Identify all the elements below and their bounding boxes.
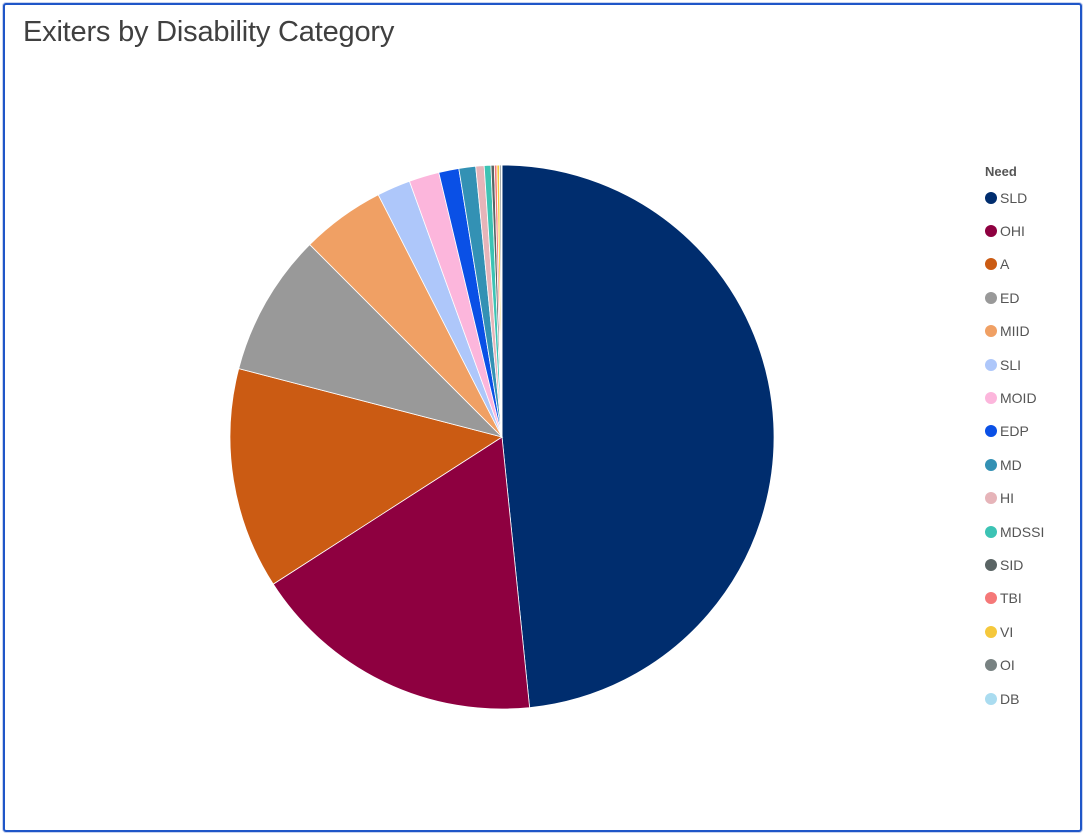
legend-label: EDP [1000, 423, 1029, 440]
pie-slice-a[interactable] [229, 368, 503, 585]
legend-item-vi[interactable]: VI [985, 615, 1044, 648]
legend-label: SID [1000, 556, 1024, 573]
legend-label: MIID [1000, 323, 1030, 340]
legend-item-ohi[interactable]: OHI [985, 214, 1044, 247]
legend-item-tbi[interactable]: TBI [985, 582, 1044, 615]
legend-label: OI [1000, 657, 1015, 674]
pie-slice-ed[interactable] [238, 244, 504, 438]
legend-item-ed[interactable]: ED [985, 281, 1044, 314]
legend-swatch [985, 525, 997, 538]
legend-swatch [985, 425, 997, 438]
pie-chart [229, 164, 775, 710]
legend-label: ED [1000, 289, 1020, 306]
legend-item-a[interactable]: A [985, 248, 1044, 281]
legend-item-md[interactable]: MD [985, 448, 1044, 481]
legend-item-oi[interactable]: OI [985, 648, 1044, 681]
legend-item-edp[interactable]: EDP [985, 415, 1044, 448]
legend-item-db[interactable]: DB [985, 682, 1044, 715]
legend-swatch [985, 291, 997, 304]
legend-label: TBI [1000, 590, 1022, 607]
legend-label: MOID [1000, 390, 1037, 407]
pie-slice-db[interactable] [500, 164, 503, 438]
legend-swatch [985, 492, 997, 505]
legend-label: MDSSI [1000, 523, 1045, 540]
legend-swatch [985, 625, 997, 638]
legend-swatch [985, 592, 997, 605]
legend-items: SLD OHI A ED MIID SLI MOID EDP MD HI MDSSI SID TBI VI… [985, 181, 1044, 715]
legend-swatch [985, 258, 997, 271]
legend-label: DB [1000, 690, 1020, 707]
legend-swatch [985, 225, 997, 238]
legend-item-miid[interactable]: MIID [985, 315, 1044, 348]
chart-title: Exiters by Disability Category [23, 16, 395, 48]
legend-item-moid[interactable]: MOID [985, 381, 1044, 414]
legend-swatch [985, 358, 997, 371]
legend-swatch [985, 392, 997, 405]
legend-title: Need [985, 164, 1017, 179]
legend-label: SLD [1000, 189, 1028, 206]
pie-slice-sld[interactable] [501, 164, 775, 709]
legend-label: A [1000, 256, 1010, 273]
legend-swatch [985, 659, 997, 672]
legend-label: SLI [1000, 356, 1022, 373]
legend-item-sld[interactable]: SLD [985, 181, 1044, 214]
legend-label: VI [1000, 623, 1014, 640]
pie-slice-ohi[interactable] [272, 436, 531, 710]
legend-swatch [985, 458, 997, 471]
legend-label: MD [1000, 456, 1022, 473]
legend-item-mdssi[interactable]: MDSSI [985, 515, 1044, 548]
legend-label: HI [1000, 490, 1014, 507]
legend-item-hi[interactable]: HI [985, 482, 1044, 515]
legend: Need SLD OHI A ED MIID SLI MOID EDP MD HI MDSSI SID… [985, 163, 1044, 715]
chart-panel: Exiters by Disability Category Need SLD O… [3, 3, 1082, 832]
legend-item-sid[interactable]: SID [985, 548, 1044, 581]
legend-label: OHI [1000, 223, 1025, 240]
legend-swatch [985, 325, 997, 338]
legend-swatch [985, 558, 997, 571]
legend-swatch [985, 191, 997, 204]
legend-swatch [985, 692, 997, 705]
legend-item-sli[interactable]: SLI [985, 348, 1044, 381]
